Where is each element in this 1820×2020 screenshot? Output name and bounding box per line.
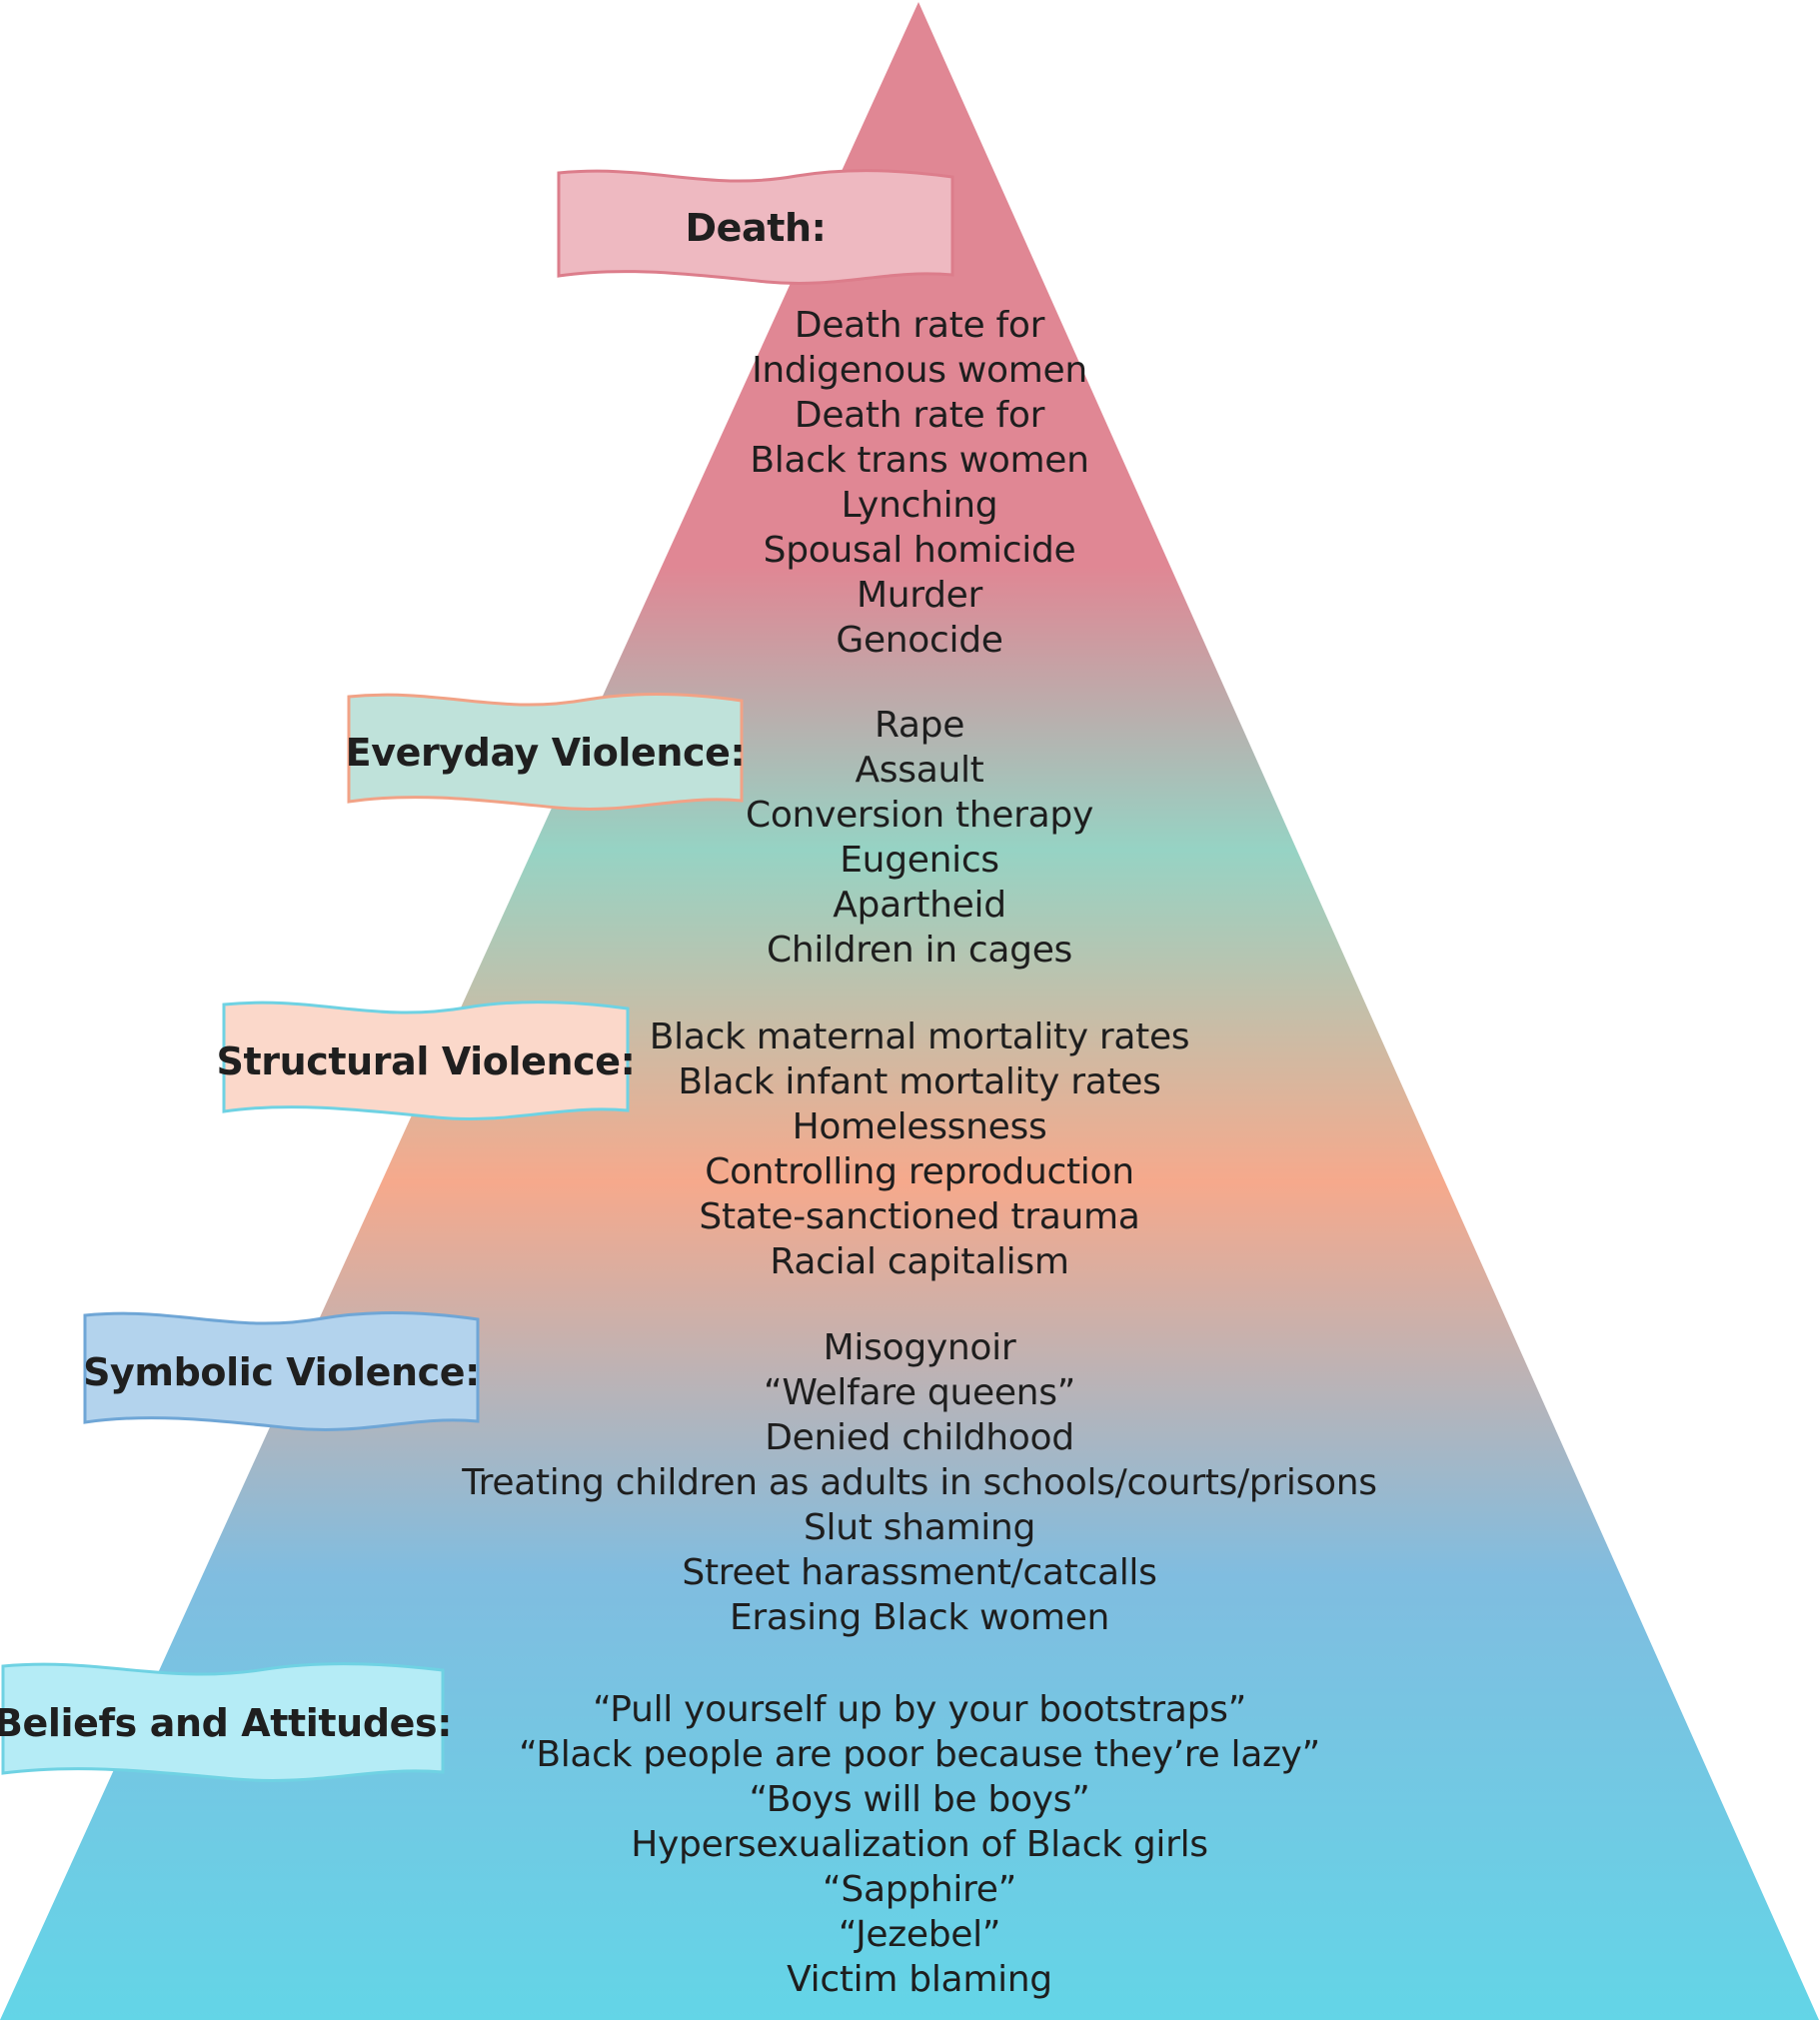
ribbon-shape — [83, 1311, 480, 1432]
level-item: Assault — [855, 750, 984, 791]
level-item: Spousal homicide — [763, 530, 1076, 571]
level-item: “Black people are poor because they’re l… — [519, 1734, 1320, 1775]
ribbon-shape — [1, 1662, 445, 1782]
level-item: Genocide — [836, 620, 1003, 661]
ribbon-path — [83, 1311, 480, 1432]
banner-label: Structural Violence: — [216, 1039, 636, 1083]
level-items-beliefs-and-attitudes: “Pull yourself up by your bootstraps” “B… — [0, 1687, 1820, 2002]
level-item: Misogynoir — [823, 1327, 1016, 1368]
level-item: Black maternal mortality rates — [649, 1016, 1190, 1057]
level-item: “Pull yourself up by your bootstraps” — [593, 1689, 1246, 1730]
level-item: Controlling reproduction — [705, 1151, 1134, 1192]
level-items-symbolic-violence: Misogynoir “Welfare queens” Denied child… — [0, 1325, 1820, 1640]
level-item: Conversion therapy — [746, 795, 1093, 836]
banner-label: Everyday Violence: — [345, 731, 746, 775]
ribbon-path — [557, 169, 954, 286]
level-items-death: Death rate for Indigenous women Death ra… — [0, 303, 1820, 663]
banner-label: Symbolic Violence: — [83, 1350, 480, 1394]
level-item: Denied childhood — [765, 1417, 1074, 1458]
level-item: Black trans women — [750, 440, 1089, 481]
level-item: “Welfare queens” — [763, 1372, 1075, 1413]
banner-structural-violence: Structural Violence: — [216, 1001, 636, 1121]
banner-symbolic-violence: Symbolic Violence: — [83, 1311, 480, 1432]
banner-label: Death: — [685, 206, 827, 250]
level-item: Black infant mortality rates — [678, 1061, 1161, 1102]
ribbon-shape — [347, 693, 744, 812]
level-item: “Jezebel” — [838, 1914, 1001, 1955]
level-item: Racial capitalism — [770, 1241, 1069, 1282]
level-items-everyday-violence: Rape Assault Conversion therapy Eugenics… — [0, 703, 1820, 973]
level-item: “Boys will be boys” — [749, 1779, 1090, 1820]
banner-death: Death: — [557, 169, 954, 286]
ribbon-path — [1, 1662, 445, 1782]
level-item: Hypersexualization of Black girls — [631, 1824, 1208, 1865]
banner-everyday-violence: Everyday Violence: — [345, 693, 746, 812]
ribbon-shape — [557, 169, 954, 286]
level-item: “Sapphire” — [823, 1869, 1016, 1910]
ribbon-path — [222, 1001, 630, 1121]
level-item: Children in cages — [767, 930, 1072, 971]
level-item: Lynching — [841, 485, 998, 526]
level-item: Street harassment/catcalls — [682, 1552, 1157, 1593]
level-item: Death rate for — [794, 305, 1045, 346]
level-item: Homelessness — [792, 1106, 1047, 1147]
level-item: Rape — [874, 705, 965, 746]
level-item: Slut shaming — [804, 1507, 1035, 1548]
ribbon-path — [347, 693, 744, 812]
level-item: Treating children as adults in schools/c… — [462, 1462, 1377, 1503]
level-item: State-sanctioned trauma — [699, 1196, 1140, 1237]
level-items-structural-violence: Black maternal mortality rates Black inf… — [0, 1014, 1820, 1284]
level-item: Victim blaming — [787, 1959, 1052, 2000]
banner-label: Beliefs and Attitudes: — [0, 1701, 453, 1745]
ribbon-shape — [222, 1001, 630, 1121]
level-item: Apartheid — [833, 885, 1006, 926]
level-item: Death rate for — [794, 395, 1045, 436]
banner-beliefs-and-attitudes: Beliefs and Attitudes: — [0, 1662, 453, 1783]
level-item: Murder — [856, 575, 983, 616]
level-item: Indigenous women — [752, 350, 1087, 391]
level-item: Erasing Black women — [729, 1597, 1110, 1638]
level-item: Eugenics — [840, 840, 999, 881]
